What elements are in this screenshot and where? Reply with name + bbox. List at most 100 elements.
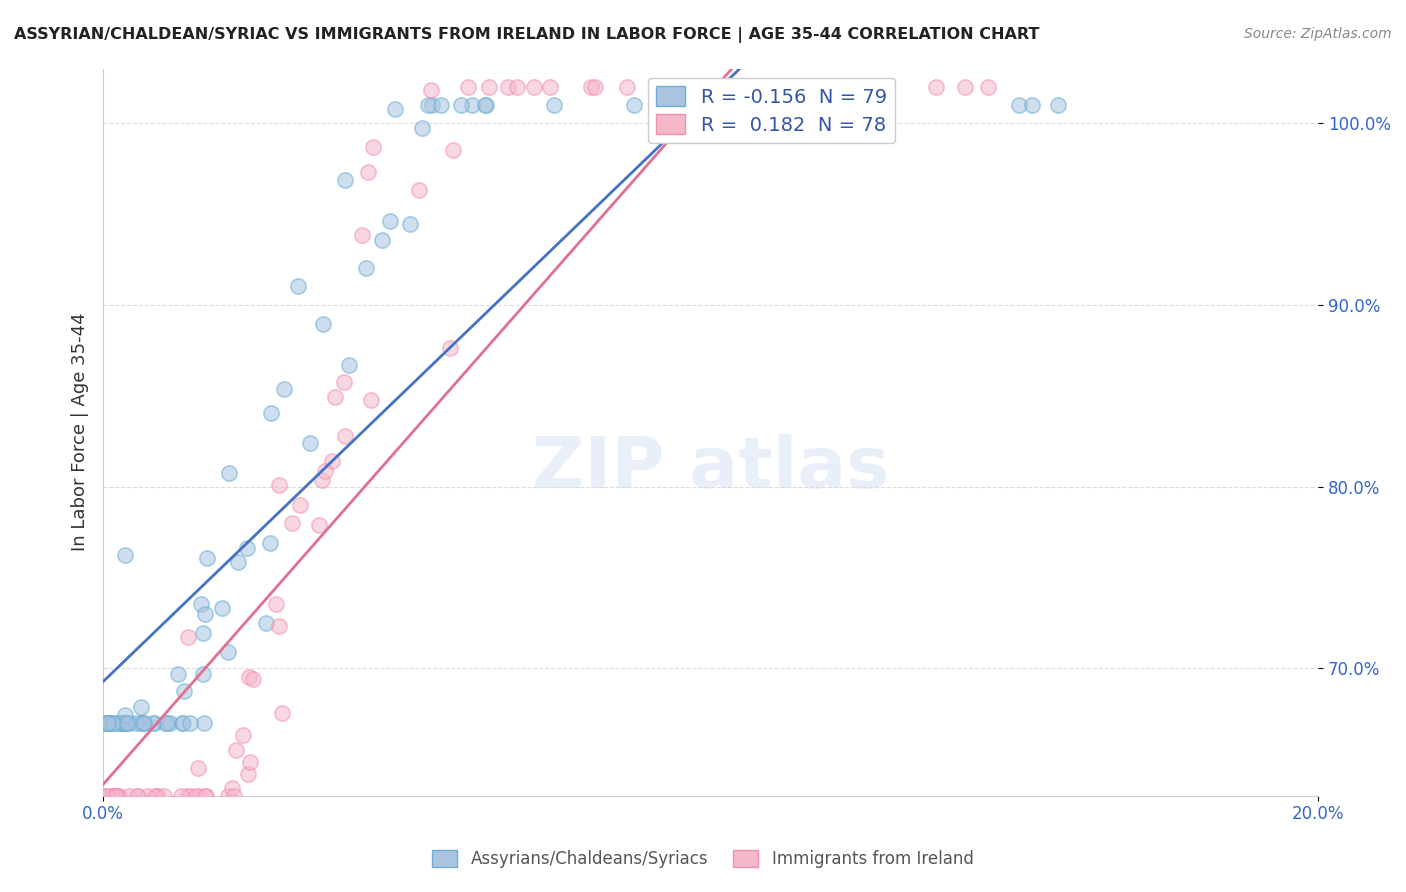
Point [195, 550, 218, 565]
Point [179, 789, 201, 803]
Point [271, 706, 294, 720]
Point [378, 213, 401, 227]
Point [190, 597, 212, 611]
Point [700, 98, 723, 112]
Point [211, 601, 233, 615]
Point [191, 667, 214, 681]
Point [682, 98, 704, 112]
Point [217, 789, 239, 803]
Point [177, 630, 200, 644]
Point [543, 98, 565, 112]
Point [132, 716, 155, 731]
Point [153, 789, 176, 803]
Point [127, 789, 149, 803]
Point [222, 789, 245, 803]
Point [976, 79, 998, 94]
Point [354, 260, 377, 275]
Point [583, 79, 606, 94]
Point [496, 79, 519, 94]
Point [339, 358, 361, 372]
Point [221, 780, 243, 795]
Legend: Assyrians/Chaldeans/Syriacs, Immigrants from Ireland: Assyrians/Chaldeans/Syriacs, Immigrants … [426, 843, 980, 875]
Point [117, 716, 139, 731]
Point [238, 670, 260, 684]
Point [125, 716, 148, 731]
Point [100, 716, 122, 731]
Point [269, 478, 291, 492]
Point [384, 102, 406, 116]
Point [623, 98, 645, 112]
Point [132, 716, 155, 731]
Point [461, 98, 484, 112]
Point [103, 716, 125, 731]
Point [129, 716, 152, 731]
Text: ZIP atlas: ZIP atlas [531, 434, 890, 503]
Point [145, 789, 167, 803]
Point [333, 429, 356, 443]
Point [450, 98, 472, 112]
Point [93, 789, 115, 803]
Point [153, 716, 176, 731]
Point [776, 79, 799, 94]
Point [167, 666, 190, 681]
Point [333, 376, 356, 390]
Point [357, 165, 380, 179]
Point [506, 79, 529, 94]
Point [264, 597, 287, 611]
Point [115, 716, 138, 731]
Point [111, 716, 134, 731]
Point [399, 217, 422, 231]
Point [232, 728, 254, 742]
Point [717, 98, 740, 112]
Point [98, 716, 121, 731]
Point [108, 716, 131, 731]
Point [176, 789, 198, 803]
Point [97, 789, 120, 803]
Point [195, 789, 218, 803]
Point [474, 98, 496, 112]
Point [408, 183, 430, 197]
Y-axis label: In Labor Force | Age 35-44: In Labor Force | Age 35-44 [72, 313, 89, 551]
Point [953, 79, 976, 94]
Point [273, 382, 295, 396]
Point [97, 716, 120, 731]
Point [103, 789, 125, 803]
Point [288, 498, 311, 512]
Point [236, 767, 259, 781]
Point [1046, 98, 1069, 112]
Point [226, 555, 249, 569]
Point [360, 392, 382, 407]
Point [217, 645, 239, 659]
Point [457, 79, 479, 94]
Legend: R = -0.156  N = 79, R =  0.182  N = 78: R = -0.156 N = 79, R = 0.182 N = 78 [648, 78, 894, 143]
Point [107, 789, 129, 803]
Point [748, 79, 770, 94]
Point [172, 716, 194, 731]
Point [323, 390, 346, 404]
Point [187, 761, 209, 775]
Point [311, 473, 333, 487]
Point [727, 79, 749, 94]
Point [129, 700, 152, 714]
Point [350, 228, 373, 243]
Point [308, 517, 330, 532]
Point [239, 755, 262, 769]
Point [314, 464, 336, 478]
Point [172, 716, 194, 731]
Point [645, 79, 668, 94]
Point [97, 716, 120, 731]
Point [321, 454, 343, 468]
Point [170, 789, 193, 803]
Point [111, 716, 134, 731]
Point [159, 716, 181, 731]
Point [616, 79, 638, 94]
Point [579, 79, 602, 94]
Point [114, 707, 136, 722]
Point [439, 341, 461, 355]
Point [118, 716, 141, 731]
Point [193, 716, 215, 731]
Point [441, 143, 464, 157]
Point [96, 789, 118, 803]
Point [96, 716, 118, 731]
Point [475, 98, 498, 112]
